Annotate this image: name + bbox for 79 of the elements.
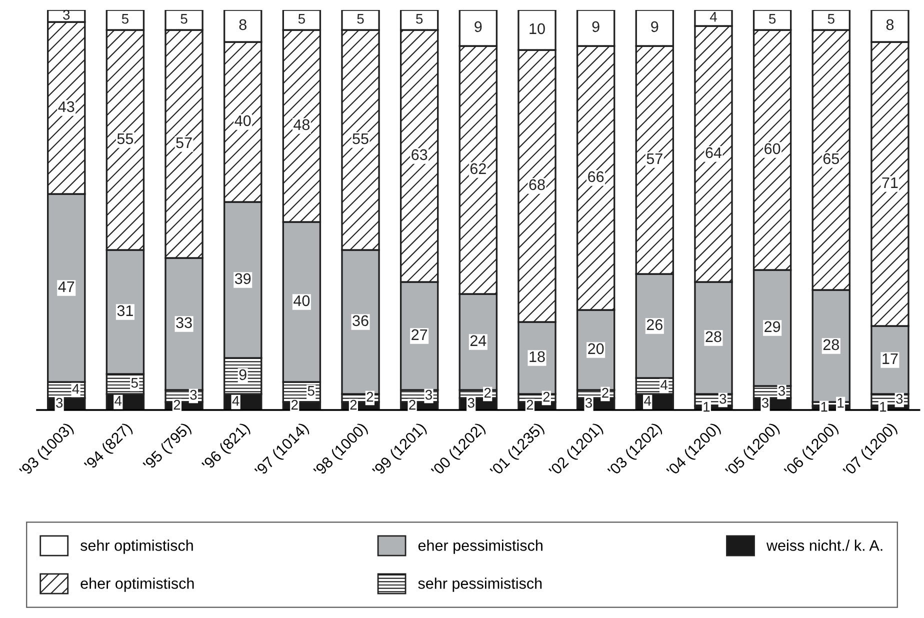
data-label: 57 — [176, 137, 192, 148]
data-label: 47 — [58, 281, 74, 292]
data-label: 1 — [704, 402, 710, 412]
data-label: 5 — [122, 14, 128, 24]
data-label: 9 — [651, 21, 658, 32]
data-label: 5 — [308, 386, 314, 396]
data-label: 2 — [174, 400, 180, 410]
data-label: 3 — [56, 398, 63, 408]
data-label: 17 — [882, 353, 898, 364]
data-label: 18 — [530, 351, 545, 362]
data-label: 20 — [588, 343, 604, 354]
data-label: 3 — [190, 390, 197, 400]
legend-label: sehr optimistisch — [80, 540, 193, 554]
data-label: 33 — [176, 317, 192, 328]
data-label: 1 — [838, 398, 844, 408]
data-label: 68 — [529, 179, 545, 190]
data-label: 26 — [646, 319, 662, 330]
data-label: 3 — [585, 398, 592, 408]
data-label: 71 — [882, 177, 898, 188]
data-label: 5 — [131, 378, 138, 388]
data-label: 3 — [896, 394, 903, 404]
data-label: 27 — [412, 329, 428, 340]
data-label: 8 — [886, 19, 894, 30]
data-label: 60 — [764, 143, 780, 154]
data-label: 3 — [762, 398, 769, 408]
data-label: 9 — [474, 21, 482, 32]
data-label: 66 — [588, 171, 604, 182]
data-label: 4 — [644, 396, 652, 406]
data-label: 4 — [114, 396, 122, 406]
data-label: 29 — [764, 321, 780, 332]
data-label: 2 — [291, 400, 298, 410]
data-label: 5 — [416, 14, 423, 24]
data-label: 5 — [828, 14, 834, 24]
data-label: 31 — [117, 305, 133, 316]
data-label: 1 — [880, 402, 886, 412]
data-label: 8 — [239, 19, 246, 30]
data-label: 2 — [543, 392, 550, 402]
data-label: 64 — [706, 147, 722, 158]
data-label: 63 — [412, 149, 428, 160]
data-label: 3 — [720, 394, 726, 404]
data-label: 4 — [710, 12, 717, 22]
data-label: 62 — [470, 163, 486, 174]
data-label: 65 — [823, 153, 839, 164]
data-label: 1 — [821, 402, 828, 412]
data-label: 28 — [706, 331, 722, 342]
data-label: 9 — [592, 21, 600, 32]
data-label: 5 — [357, 14, 364, 24]
data-label: 3 — [778, 386, 785, 396]
data-label: 48 — [294, 119, 310, 130]
data-label: 55 — [117, 133, 134, 144]
legend-label: weiss nicht./ k. A. — [766, 540, 882, 551]
data-label: 2 — [366, 392, 374, 402]
data-label: 28 — [823, 339, 839, 350]
data-label: 24 — [470, 335, 486, 346]
legend-label: eher pessimistisch — [418, 540, 542, 554]
data-label: 3 — [468, 398, 474, 408]
data-label: 43 — [58, 101, 74, 112]
data-label: 39 — [234, 273, 251, 284]
legend-label: eher optimistisch — [80, 578, 194, 592]
data-label: 2 — [409, 400, 416, 410]
data-label: 3 — [425, 390, 432, 400]
data-label: 36 — [352, 315, 368, 326]
data-label: 2 — [526, 400, 534, 410]
data-label: 40 — [294, 295, 310, 306]
data-label: 40 — [234, 115, 251, 126]
data-label: 5 — [180, 14, 188, 24]
data-label: 2 — [484, 388, 491, 398]
data-label: 2 — [350, 400, 357, 410]
data-label: 57 — [646, 153, 662, 164]
data-label: 2 — [602, 388, 608, 398]
legend-label: sehr pessimistisch — [418, 578, 542, 592]
data-label: 4 — [72, 384, 80, 394]
data-label: 10 — [530, 23, 545, 34]
data-label: 4 — [232, 396, 240, 406]
data-label: 5 — [298, 14, 305, 24]
data-label: 55 — [352, 133, 368, 144]
data-label: 5 — [769, 14, 776, 24]
data-label: 9 — [239, 369, 246, 380]
data-label: 4 — [660, 380, 668, 390]
